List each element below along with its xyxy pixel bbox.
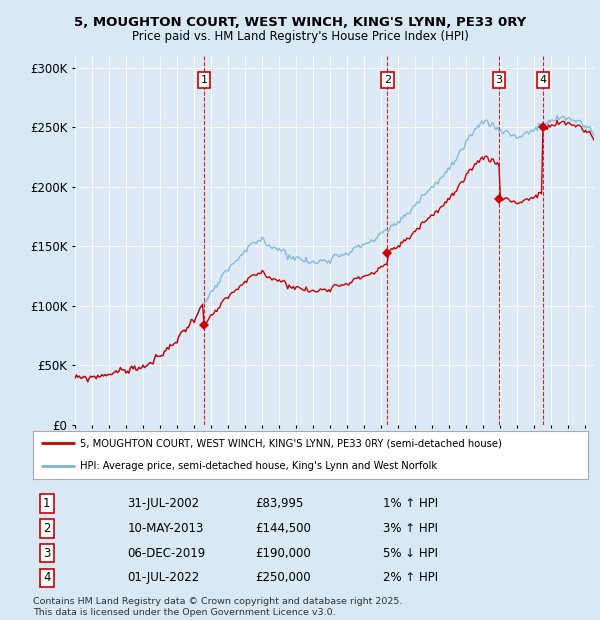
Text: 5, MOUGHTON COURT, WEST WINCH, KING'S LYNN, PE33 0RY (semi-detached house): 5, MOUGHTON COURT, WEST WINCH, KING'S LY… [80,438,502,448]
Text: 5% ↓ HPI: 5% ↓ HPI [383,547,437,559]
Text: 2: 2 [384,75,391,85]
Text: £144,500: £144,500 [255,521,311,534]
Text: 5, MOUGHTON COURT, WEST WINCH, KING'S LYNN, PE33 0RY: 5, MOUGHTON COURT, WEST WINCH, KING'S LY… [74,16,526,29]
Text: 1: 1 [43,497,50,510]
Text: HPI: Average price, semi-detached house, King's Lynn and West Norfolk: HPI: Average price, semi-detached house,… [80,461,437,471]
Text: 4: 4 [43,572,50,585]
Text: 4: 4 [539,75,547,85]
Text: 1% ↑ HPI: 1% ↑ HPI [383,497,438,510]
Text: 2: 2 [43,521,50,534]
Text: £83,995: £83,995 [255,497,304,510]
Text: Contains HM Land Registry data © Crown copyright and database right 2025.
This d: Contains HM Land Registry data © Crown c… [33,598,403,617]
Text: 3% ↑ HPI: 3% ↑ HPI [383,521,437,534]
Text: 1: 1 [200,75,208,85]
Text: £190,000: £190,000 [255,547,311,559]
Text: 01-JUL-2022: 01-JUL-2022 [127,572,200,585]
Text: Price paid vs. HM Land Registry's House Price Index (HPI): Price paid vs. HM Land Registry's House … [131,30,469,43]
Text: 06-DEC-2019: 06-DEC-2019 [127,547,206,559]
Text: 3: 3 [496,75,503,85]
Text: 3: 3 [43,547,50,559]
Text: 10-MAY-2013: 10-MAY-2013 [127,521,204,534]
Text: 2% ↑ HPI: 2% ↑ HPI [383,572,438,585]
Text: £250,000: £250,000 [255,572,311,585]
Text: 31-JUL-2002: 31-JUL-2002 [127,497,199,510]
